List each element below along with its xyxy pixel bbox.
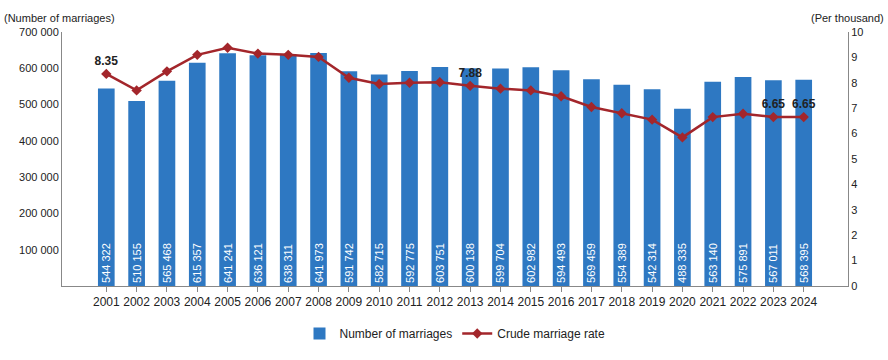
svg-text:603 751: 603 751 [434,243,446,283]
svg-text:2013: 2013 [457,295,484,309]
svg-text:2024: 2024 [790,295,817,309]
svg-text:554 389: 554 389 [616,243,628,283]
svg-text:591 742: 591 742 [343,243,355,283]
svg-text:2005: 2005 [214,295,241,309]
svg-text:500 000: 500 000 [19,98,59,110]
svg-text:544 322: 544 322 [100,243,112,283]
svg-text:594 493: 594 493 [555,243,567,283]
svg-text:488 335: 488 335 [676,243,688,283]
svg-text:7.88: 7.88 [458,66,482,80]
svg-text:2007: 2007 [275,295,302,309]
svg-text:2019: 2019 [639,295,666,309]
svg-text:2015: 2015 [517,295,544,309]
svg-text:600 138: 600 138 [464,243,476,283]
svg-text:2002: 2002 [123,295,150,309]
svg-text:569 459: 569 459 [585,243,597,283]
svg-text:Number of marriages: Number of marriages [340,327,453,341]
svg-text:636 121: 636 121 [252,243,264,283]
svg-text:100 000: 100 000 [19,244,59,256]
svg-text:10: 10 [851,26,863,38]
svg-text:2003: 2003 [154,295,181,309]
svg-text:2020: 2020 [669,295,696,309]
svg-text:8.35: 8.35 [95,54,119,68]
svg-text:567 011: 567 011 [767,244,779,283]
svg-text:6.65: 6.65 [792,97,816,111]
svg-text:1: 1 [851,254,857,266]
svg-text:4: 4 [851,178,857,190]
svg-text:641 973: 641 973 [313,243,325,283]
svg-text:575 891: 575 891 [737,243,749,283]
svg-text:0: 0 [851,280,857,292]
svg-text:510 155: 510 155 [131,243,143,283]
svg-text:599 704: 599 704 [494,243,506,283]
svg-text:9: 9 [851,51,857,63]
svg-text:2: 2 [851,229,857,241]
svg-text:200 000: 200 000 [19,207,59,219]
svg-text:638 311: 638 311 [282,244,294,283]
svg-text:(Number of marriages): (Number of marriages) [4,12,115,24]
svg-text:641 241: 641 241 [222,243,234,283]
svg-text:3: 3 [851,204,857,216]
svg-text:2021: 2021 [699,295,726,309]
svg-text:6.65: 6.65 [762,97,786,111]
svg-text:2018: 2018 [608,295,635,309]
svg-text:(Per thousand): (Per thousand) [811,12,884,24]
svg-text:700 000: 700 000 [19,26,59,38]
svg-text:602 982: 602 982 [525,243,537,283]
svg-text:2010: 2010 [366,295,393,309]
svg-text:592 775: 592 775 [404,243,416,283]
svg-text:Crude marriage rate: Crude marriage rate [497,327,605,341]
svg-text:2006: 2006 [245,295,272,309]
svg-text:2001: 2001 [93,295,120,309]
svg-text:2022: 2022 [730,295,757,309]
svg-text:2017: 2017 [578,295,605,309]
svg-text:2011: 2011 [397,295,423,309]
svg-text:600 000: 600 000 [19,62,59,74]
svg-text:563 140: 563 140 [707,243,719,283]
svg-text:2012: 2012 [426,295,453,309]
svg-text:2016: 2016 [548,295,575,309]
svg-text:565 468: 565 468 [161,243,173,283]
svg-text:2023: 2023 [760,295,787,309]
svg-text:615 357: 615 357 [191,243,203,283]
svg-text:582 715: 582 715 [373,243,385,283]
svg-text:300 000: 300 000 [19,171,59,183]
svg-text:2004: 2004 [184,295,211,309]
svg-text:568 395: 568 395 [798,243,810,283]
svg-text:8: 8 [851,77,857,89]
svg-text:542 314: 542 314 [646,243,658,283]
svg-text:400 000: 400 000 [19,135,59,147]
svg-text:2009: 2009 [336,295,363,309]
svg-text:5: 5 [851,153,857,165]
svg-text:2008: 2008 [305,295,332,309]
svg-text:7: 7 [851,102,857,114]
svg-text:6: 6 [851,127,857,139]
svg-text:2014: 2014 [487,295,514,309]
